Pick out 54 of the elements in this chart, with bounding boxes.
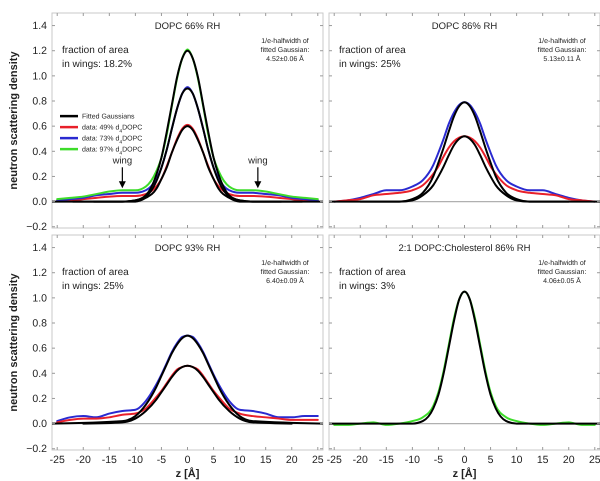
annotation: fraction of area in wings: 3% (339, 267, 406, 292)
y-tick-label: 1.2 (32, 267, 48, 280)
y-tick-label: 1.2 (32, 45, 48, 58)
annotation: wing (247, 155, 268, 166)
annotation: fraction of area in wings: 25% (339, 45, 406, 70)
y-tick-label: 1.0 (32, 70, 48, 82)
y-tick-label: 1.0 (32, 292, 48, 304)
x-tick-label: 10 (510, 454, 523, 466)
text: DOPC 86% RH (432, 21, 498, 32)
y-tick-label: 0.2 (32, 392, 48, 405)
y-axis-title: neutron scattering density (8, 50, 20, 190)
x-axis-title: z [Å] (176, 467, 200, 480)
x-tick-label: 20 (562, 454, 575, 466)
y-tick-label: 1.4 (32, 242, 48, 254)
y-tick-label: 0.2 (32, 170, 48, 183)
x-tick-label: 0 (462, 454, 468, 466)
x-tick-label: -15 (102, 454, 118, 466)
x-tick-label: 20 (286, 454, 298, 466)
y-tick-label: 0.6 (32, 342, 48, 355)
x-tick-label: -10 (404, 454, 420, 466)
y-axis-title: neutron scattering density (8, 272, 20, 412)
y-tick-label: −0.2 (26, 221, 48, 234)
x-tick-label: 25 (312, 454, 324, 466)
x-tick-label: 5 (488, 454, 494, 466)
x-tick-label: -10 (128, 454, 144, 466)
x-tick-label: 25 (588, 454, 600, 466)
annotation: fraction of area in wings: 25% (62, 267, 130, 292)
y-tick-label: 0.8 (32, 318, 48, 330)
annotation: fraction of area in wings: 18.2% (62, 45, 132, 70)
text: DOPC 66% RH (154, 21, 220, 32)
text: 2:1 DOPC:Cholesterol 86% RH (398, 243, 531, 254)
annotation: wing (112, 155, 132, 166)
x-tick-label: 10 (234, 454, 246, 466)
x-tick-label: -5 (434, 454, 444, 466)
y-tick-label: −0.2 (26, 443, 48, 456)
y-tick-label: 0.8 (32, 96, 48, 108)
x-tick-label: 15 (536, 454, 549, 466)
y-tick-label: 0.0 (32, 196, 48, 208)
text: DOPC 93% RH (154, 243, 220, 254)
x-tick-label: -5 (156, 454, 166, 466)
x-tick-label: 0 (184, 454, 191, 466)
x-tick-label: -20 (352, 454, 368, 466)
y-tick-label: 1.4 (32, 20, 48, 32)
x-tick-label: -25 (326, 454, 342, 466)
y-tick-label: 0.4 (32, 368, 48, 380)
x-tick-label: -25 (50, 454, 65, 466)
x-tick-label: 5 (210, 454, 217, 466)
x-tick-label: -15 (378, 454, 394, 466)
x-tick-label: -20 (76, 454, 92, 466)
x-axis-title: z [Å] (452, 467, 477, 480)
y-tick-label: 0.4 (32, 146, 48, 158)
y-tick-label: 0.6 (32, 120, 48, 133)
x-tick-label: 15 (260, 454, 272, 466)
y-tick-label: 0.0 (32, 418, 48, 430)
